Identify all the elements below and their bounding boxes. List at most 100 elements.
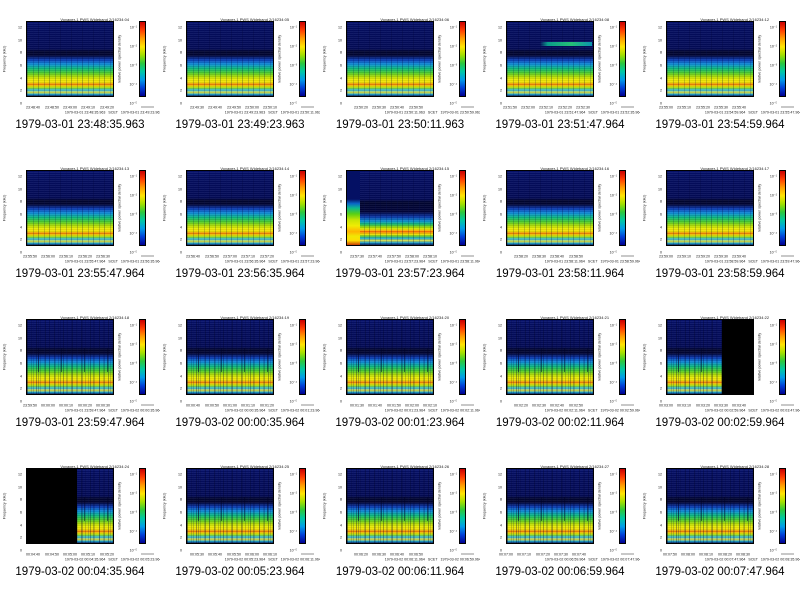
y-tick-text: 2 <box>499 386 502 391</box>
y-tick-text: 8 <box>179 497 182 502</box>
plot-title: Voyager-1 PWS Wideband 2/16234:21 <box>506 309 609 327</box>
colorbar-tick-text: 10⁻⁵ <box>449 250 457 255</box>
spectrogram-panel[interactable]: Voyager-1 PWS Wideband 2/16234:04 Freque… <box>0 0 161 149</box>
x-tick-text: 23:55:10 <box>677 105 692 110</box>
colorbar-tick-text: 10⁻² <box>609 193 617 198</box>
y-tick-text: 10 <box>657 485 662 490</box>
spectrogram-panel[interactable]: Voyager-1 PWS Wideband 2/16234:25 Freque… <box>160 447 321 596</box>
timestamp-label: 1979-03-01 23:50:11.963 <box>335 119 465 131</box>
colorbar-tick-text: 10⁻¹ <box>289 472 297 477</box>
spectrogram-panel[interactable]: Voyager-1 PWS Wideband 2/16234:28 Freque… <box>640 447 800 596</box>
y-tick-text: 10 <box>177 38 182 43</box>
fine-print-mark <box>621 553 634 555</box>
y-tick-text: 8 <box>659 497 662 502</box>
spectrogram-panel[interactable]: Voyager-1 PWS Wideband 2/16234:15 Freque… <box>320 149 481 298</box>
x-tick-text: 23:58:50 <box>568 254 583 259</box>
colorbar-ticks: 10⁻¹ 10⁻² 10⁻³ 10⁻⁴ 10⁻⁵ <box>0 21 140 106</box>
y-tick-text: 10 <box>337 336 342 341</box>
scet-range: 1979-03-02 00:07:47.964 SCET 1979-03-02 … <box>646 551 800 569</box>
y-tick-text: 6 <box>179 510 182 515</box>
timestamp-label: 1979-03-02 00:01:23.964 <box>335 417 465 429</box>
y-tick-text: 6 <box>179 63 182 68</box>
x-tick-text: 23:58:20 <box>513 254 528 259</box>
y-tick-text: 4 <box>659 76 662 81</box>
spectrogram-panel[interactable]: Voyager-1 PWS Wideband 2/16234:21 Freque… <box>480 298 641 447</box>
spectrogram-panel[interactable]: Voyager-1 PWS Wideband 2/16234:22 Freque… <box>640 298 800 447</box>
x-axis-ticks: 23:55:50 23:56:00 23:56:10 23:56:20 23:56:30 <box>23 248 114 259</box>
colorbar-ticks: 10⁻¹ 10⁻² 10⁻³ 10⁻⁴ 10⁻⁵ <box>320 319 460 404</box>
colorbar-tick-text: 10⁻⁴ <box>609 380 617 385</box>
spectrogram-panel[interactable]: Voyager-1 PWS Wideband 2/16234:26 Freque… <box>320 447 481 596</box>
colorbar-tick-text: 10⁻³ <box>449 212 457 217</box>
y-tick-text: 4 <box>339 76 342 81</box>
x-tick-text: 00:08:00 <box>681 552 696 557</box>
colorbar-tick-text: 10⁻³ <box>129 510 137 515</box>
y-tick-text: 0 <box>19 101 22 106</box>
y-tick-text: 10 <box>17 38 22 43</box>
scet-range: 1979-03-02 00:01:23.964 SCET 1979-03-02 … <box>326 402 481 420</box>
spectrogram-plot <box>186 21 274 97</box>
colorbar-tick-text: 10⁻² <box>129 44 137 49</box>
y-tick-text: 6 <box>339 361 342 366</box>
colorbar-tick-text: 10⁻³ <box>129 212 137 217</box>
scet-range-text: 1979-03-01 23:51:47.964 SCET 1979-03-01 … <box>544 110 642 115</box>
spectrogram-image <box>507 22 593 96</box>
fine-print-mark <box>621 404 634 406</box>
spectrogram-panel[interactable]: Voyager-1 PWS Wideband 2/16234:14 Freque… <box>160 149 321 298</box>
x-tick-text: 00:02:20 <box>513 403 528 408</box>
y-tick-text: 4 <box>19 374 22 379</box>
spectrogram-panel[interactable]: Voyager-1 PWS Wideband 2/16234:17 Freque… <box>640 149 800 298</box>
x-axis-ticks: 23:58:20 23:58:30 23:58:40 23:58:50 <box>506 248 594 259</box>
plot-title-text: Voyager-1 PWS Wideband 2/16234:22 <box>700 315 770 320</box>
scet-range-text: 1979-03-01 23:58:59.964 SCET 1979-03-01 … <box>704 259 800 264</box>
x-tick-text: 23:52:00 <box>521 105 536 110</box>
colorbar-tick-text: 10⁻⁴ <box>449 529 457 534</box>
colorbar-tick-text: 10⁻⁴ <box>449 380 457 385</box>
scet-range: 1979-03-02 00:02:11.964 SCET 1979-03-02 … <box>486 402 641 420</box>
spectrogram-panel[interactable]: Voyager-1 PWS Wideband 2/16234:18 Freque… <box>0 298 161 447</box>
spectrogram-panel[interactable]: Voyager-1 PWS Wideband 2/16234:16 Freque… <box>480 149 641 298</box>
y-tick-text: 8 <box>339 348 342 353</box>
y-tick-text: 4 <box>179 76 182 81</box>
y-tick-text: 2 <box>659 88 662 93</box>
timestamp-label: 1979-03-01 23:58:59.964 <box>655 268 785 280</box>
y-tick-text: 6 <box>19 63 22 68</box>
spectrogram-panel[interactable]: Voyager-1 PWS Wideband 2/16234:27 Freque… <box>480 447 641 596</box>
x-tick-text: 23:50:10 <box>263 105 278 110</box>
y-tick-text: 12 <box>337 323 342 328</box>
colorbar <box>779 21 786 97</box>
y-tick-text: 0 <box>659 399 662 404</box>
y-tick-text: 12 <box>17 323 22 328</box>
colorbar-tick-text: 10⁻⁴ <box>769 231 777 236</box>
colorbar <box>139 170 146 246</box>
spectrogram-image <box>187 469 273 543</box>
scet-range: 1979-03-02 00:00:35.964 SCET 1979-03-02 … <box>166 402 321 420</box>
spectrogram-panel[interactable]: Voyager-1 PWS Wideband 2/16234:19 Freque… <box>160 298 321 447</box>
plot-title: Voyager-1 PWS Wideband 2/16234:28 <box>666 458 769 476</box>
colorbar-tick-text: 10⁻² <box>129 342 137 347</box>
colorbar <box>299 21 306 97</box>
timestamp-label: 1979-03-02 00:05:23.964 <box>175 566 305 578</box>
x-tick-text: 00:02:40 <box>550 403 565 408</box>
data-gap <box>722 320 753 394</box>
spectrogram-panel[interactable]: Voyager-1 PWS Wideband 2/16234:20 Freque… <box>320 298 481 447</box>
colorbar <box>139 319 146 395</box>
y-tick-text: 10 <box>17 336 22 341</box>
y-axis-ticks: 12 10 8 6 4 2 0 <box>320 319 344 404</box>
spectrogram-panel[interactable]: Voyager-1 PWS Wideband 2/16234:24 Freque… <box>0 447 161 596</box>
colorbar <box>459 468 466 544</box>
x-tick-text: 00:03:40 <box>732 403 747 408</box>
spectrogram-panel[interactable]: Voyager-1 PWS Wideband 2/16234:13 Freque… <box>0 149 161 298</box>
spectrogram-panel[interactable]: Voyager-1 PWS Wideband 2/16234:06 Freque… <box>320 0 481 149</box>
spectrogram-panel[interactable]: Voyager-1 PWS Wideband 2/16234:12 Freque… <box>640 0 800 149</box>
spectrogram-image <box>347 320 433 394</box>
y-tick-text: 6 <box>179 212 182 217</box>
spectrogram-panel[interactable]: Voyager-1 PWS Wideband 2/16234:05 Freque… <box>160 0 321 149</box>
plot-title-text: Voyager-1 PWS Wideband 2/16234:05 <box>220 17 290 22</box>
colorbar-tick-text: 10⁻² <box>129 491 137 496</box>
fine-print-mark <box>141 255 154 257</box>
x-tick-text: 00:03:00 <box>659 403 674 408</box>
spectrogram-panel[interactable]: Voyager-1 PWS Wideband 2/16234:08 Freque… <box>480 0 642 149</box>
x-axis-ticks: 00:07:50 00:08:00 00:08:10 00:08:20 00:08:30 <box>663 546 754 557</box>
